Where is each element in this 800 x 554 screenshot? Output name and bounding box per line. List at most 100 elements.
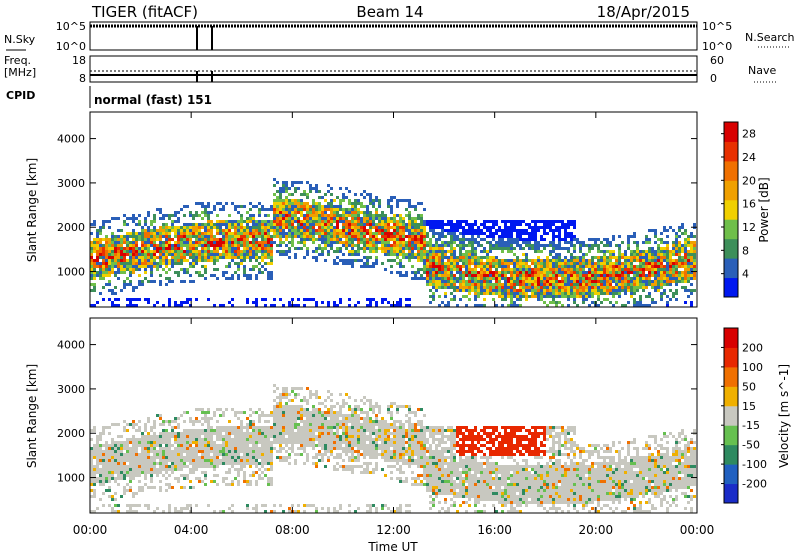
power-cell — [126, 259, 129, 262]
power-cell — [687, 262, 690, 265]
velocity-cell — [240, 423, 243, 426]
power-cell — [330, 235, 333, 238]
velocity-cell — [231, 429, 234, 432]
power-cell — [570, 241, 573, 244]
power-cell — [180, 229, 183, 232]
power-cell — [540, 274, 543, 277]
power-cell — [186, 232, 189, 235]
power-cell — [474, 289, 477, 292]
power-cell — [459, 277, 462, 280]
power-cell — [282, 241, 285, 244]
power-cell — [117, 241, 120, 244]
velocity-cell — [237, 462, 240, 465]
power-cell — [411, 232, 414, 235]
power-cell — [501, 271, 504, 274]
velocity-cell — [117, 447, 120, 450]
power-cell — [690, 283, 693, 286]
velocity-cell — [228, 483, 231, 486]
power-cell — [108, 220, 111, 223]
power-cell — [108, 253, 111, 256]
power-cell — [357, 253, 360, 256]
velocity-cell — [108, 477, 111, 480]
velocity-cell — [93, 465, 96, 468]
power-cell — [528, 235, 531, 238]
power-cell — [393, 223, 396, 226]
power-cell — [138, 259, 141, 262]
velocity-cell — [261, 477, 264, 480]
velocity-cell — [267, 414, 270, 417]
power-cell — [663, 268, 666, 271]
power-cell — [633, 232, 636, 235]
power-cell — [294, 229, 297, 232]
power-cell — [435, 283, 438, 286]
power-cell — [387, 301, 390, 304]
power-cell — [447, 274, 450, 277]
power-cell — [657, 289, 660, 292]
power-cell — [606, 283, 609, 286]
velocity-cell — [249, 483, 252, 486]
velocity-cell — [135, 459, 138, 462]
velocity-cell — [243, 441, 246, 444]
power-cell — [207, 250, 210, 253]
power-cell — [555, 286, 558, 289]
power-cell — [168, 304, 171, 307]
power-cell — [594, 280, 597, 283]
power-cell — [435, 262, 438, 265]
power-cell — [204, 223, 207, 226]
power-cell — [570, 262, 573, 265]
velocity-cell — [99, 450, 102, 453]
power-cell — [189, 244, 192, 247]
power-cell — [111, 301, 114, 304]
power-cell — [432, 283, 435, 286]
power-cell — [105, 238, 108, 241]
power-cell — [351, 262, 354, 265]
power-cell — [282, 190, 285, 193]
power-cell — [483, 238, 486, 241]
power-cell — [390, 196, 393, 199]
power-cell — [474, 253, 477, 256]
velocity-cell — [249, 459, 252, 462]
power-cell — [126, 238, 129, 241]
power-cell — [186, 268, 189, 271]
velocity-cell — [102, 471, 105, 474]
power-cell — [273, 220, 276, 223]
power-cell — [273, 214, 276, 217]
power-cell — [453, 265, 456, 268]
power-cell — [240, 238, 243, 241]
power-cell — [342, 262, 345, 265]
power-cell — [261, 238, 264, 241]
power-cell — [369, 256, 372, 259]
power-cell — [558, 235, 561, 238]
power-cell — [408, 259, 411, 262]
power-cell — [441, 301, 444, 304]
power-cell — [609, 289, 612, 292]
velocity-cell — [264, 462, 267, 465]
power-cell — [231, 226, 234, 229]
power-cell — [525, 256, 528, 259]
power-cell — [252, 229, 255, 232]
power-cell — [471, 232, 474, 235]
power-cell — [459, 283, 462, 286]
power-cell — [300, 202, 303, 205]
power-cell — [207, 211, 210, 214]
power-cell — [468, 292, 471, 295]
velocity-cell — [177, 468, 180, 471]
velocity-cell — [150, 438, 153, 441]
power-cell — [333, 220, 336, 223]
power-cell — [588, 265, 591, 268]
velocity-cell — [195, 504, 198, 507]
power-cell — [204, 250, 207, 253]
power-cell — [474, 274, 477, 277]
power-cell — [243, 268, 246, 271]
power-cell — [402, 226, 405, 229]
power-cell — [591, 268, 594, 271]
velocity-cell — [180, 510, 183, 513]
power-cell — [135, 241, 138, 244]
power-cell — [465, 244, 468, 247]
power-cell — [627, 244, 630, 247]
power-cell — [474, 283, 477, 286]
power-cell — [588, 304, 591, 307]
velocity-cell — [192, 435, 195, 438]
power-cell — [321, 214, 324, 217]
power-cell — [429, 238, 432, 241]
